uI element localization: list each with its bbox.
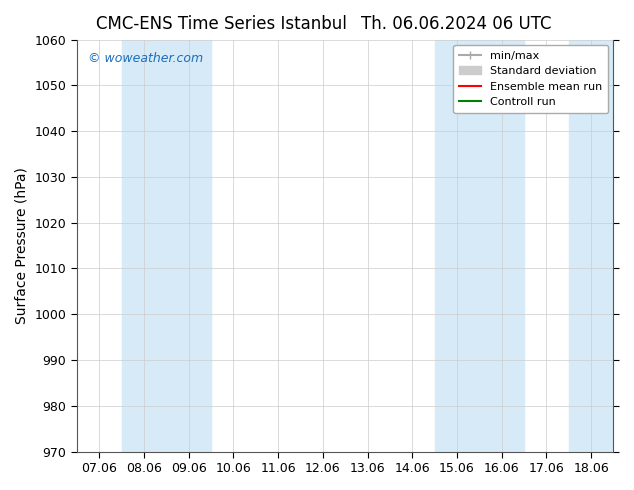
Text: © woweather.com: © woweather.com xyxy=(87,52,203,65)
Bar xyxy=(569,40,614,452)
Bar xyxy=(122,40,211,452)
Text: Th. 06.06.2024 06 UTC: Th. 06.06.2024 06 UTC xyxy=(361,15,552,33)
Bar xyxy=(434,40,524,452)
Legend: min/max, Standard deviation, Ensemble mean run, Controll run: min/max, Standard deviation, Ensemble me… xyxy=(453,45,608,113)
Text: CMC-ENS Time Series Istanbul: CMC-ENS Time Series Istanbul xyxy=(96,15,347,33)
Y-axis label: Surface Pressure (hPa): Surface Pressure (hPa) xyxy=(15,167,29,324)
